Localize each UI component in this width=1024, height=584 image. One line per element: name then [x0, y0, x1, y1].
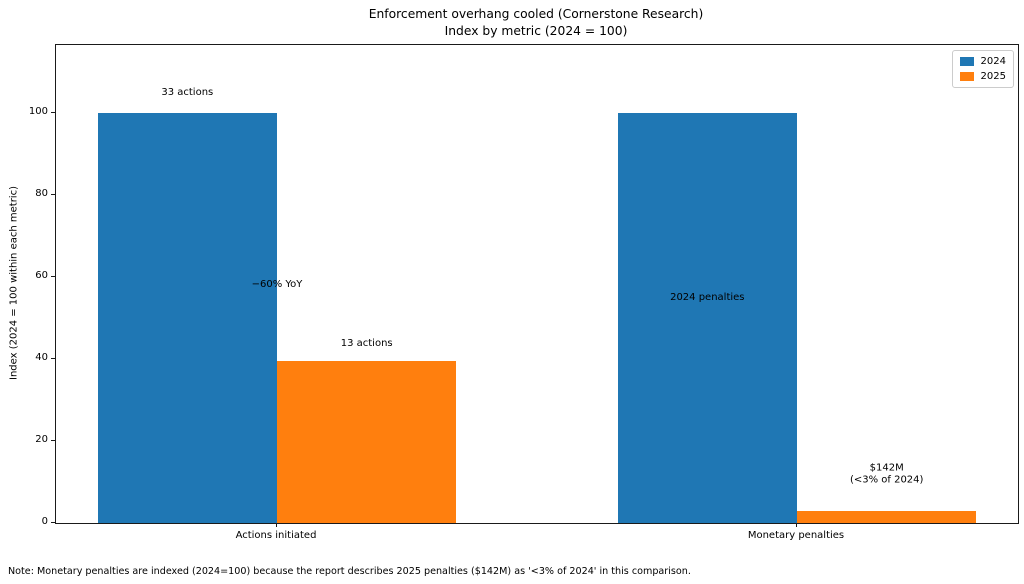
y-tick-mark	[51, 521, 55, 523]
x-tick-label: Monetary penalties	[747, 530, 845, 541]
y-tick-label: 80	[35, 188, 48, 200]
y-tick-label: 60	[35, 270, 48, 282]
bar-2025-monetary-penalties	[797, 511, 977, 523]
legend-label: 2024	[980, 56, 1006, 67]
y-tick-mark	[51, 439, 55, 441]
bar-2024-monetary-penalties	[617, 113, 797, 523]
y-axis-label: Index (2024 = 100 within each metric)	[8, 186, 20, 380]
bar-2025-actions-initiated	[277, 361, 457, 523]
plot-area: 33 actions −60% YoY 13 actions 2024 penalti…	[55, 44, 1019, 524]
y-tick-label: 40	[35, 352, 48, 364]
annotation-line: 33 actions	[161, 86, 214, 98]
annotation-line: −60% YoY	[251, 278, 303, 290]
y-tick-mark	[51, 193, 55, 195]
annotation: 33 actions	[161, 86, 213, 99]
y-tick-mark	[51, 357, 55, 359]
footnote: Note: Monetary penalties are indexed (20…	[8, 566, 691, 577]
x-tick-label: Actions initiated	[235, 530, 317, 541]
annotation-line: 13 actions	[340, 337, 393, 349]
annotation: 13 actions	[341, 338, 393, 351]
annotation-line: (<3% of 2024)	[849, 474, 924, 486]
legend-entry-2025: 2025	[959, 71, 1006, 82]
y-tick-label: 20	[35, 434, 48, 445]
x-tick-mark	[795, 523, 797, 527]
legend: 2024 2025	[951, 50, 1014, 88]
chart-title-block: Enforcement overhang cooled (Cornerstone…	[55, 6, 1017, 39]
legend-swatch-2025	[959, 72, 974, 81]
legend-label: 2025	[980, 71, 1006, 82]
annotation: −60% YoY	[252, 279, 303, 292]
y-tick-mark	[51, 275, 55, 277]
y-tick-label: 100	[28, 106, 48, 118]
y-tick-mark	[51, 111, 55, 113]
x-tick-mark	[275, 523, 277, 527]
chart-subtitle: Index by metric (2024 = 100)	[444, 23, 628, 38]
annotation: 2024 penalties	[670, 292, 744, 305]
annotation-line: $142M	[869, 462, 904, 474]
y-tick-label: 0	[41, 516, 48, 527]
legend-entry-2024: 2024	[959, 56, 1006, 67]
legend-swatch-2024	[959, 57, 974, 66]
bar-2024-actions-initiated	[97, 113, 277, 523]
chart-title: Enforcement overhang cooled (Cornerstone…	[368, 7, 704, 21]
annotation-line: 2024 penalties	[670, 291, 745, 303]
annotation: $142M (<3% of 2024)	[850, 462, 924, 487]
